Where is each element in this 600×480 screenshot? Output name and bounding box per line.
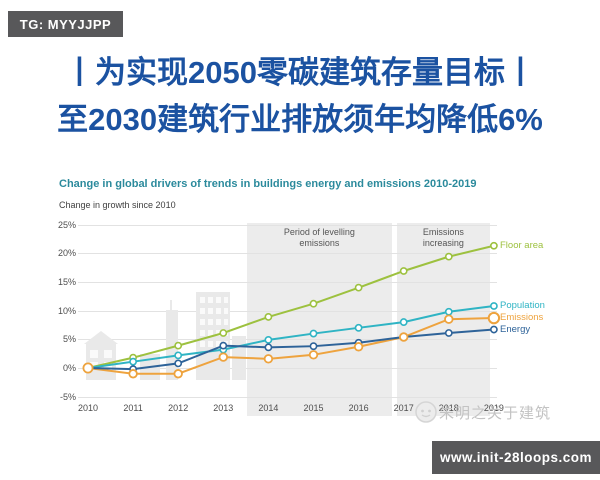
annotation-2: Emissions increasing: [422, 227, 464, 248]
marker-emissions: [173, 369, 183, 379]
marker-emissions: [128, 369, 138, 379]
y-tick-label: 5%: [62, 334, 76, 345]
y-tick-label: 0%: [62, 363, 76, 373]
annotation-1: Period of levelling emissions: [283, 227, 355, 248]
marker-population: [129, 357, 137, 366]
account-watermark: 朱明之关于建筑: [413, 399, 551, 425]
gridline-10pct: [78, 310, 497, 312]
highlight-band-1: [246, 223, 392, 416]
marker-emissions: [487, 311, 501, 325]
marker-population: [489, 302, 498, 310]
headline-line2: 至2030建筑行业排放须年均降低6%: [57, 102, 543, 137]
x-tick-label-2013: 2013: [213, 403, 234, 413]
x-tick-label-2019: 2019: [483, 403, 504, 413]
gridline--5pct: [78, 396, 497, 398]
legend-population: Population: [500, 300, 545, 311]
gridline-25pct: [78, 224, 497, 226]
building-watermark-art: [84, 292, 246, 380]
x-tick-label-2017: 2017: [393, 403, 414, 413]
y-tick-label: 15%: [57, 276, 76, 287]
marker-population: [174, 351, 183, 360]
legend-energy: Energy: [500, 323, 531, 335]
y-tick-label: 25%: [57, 219, 76, 230]
marker-energy: [129, 365, 137, 374]
x-tick-label-2018: 2018: [438, 403, 459, 413]
marker-energy: [489, 325, 498, 334]
marker-floor-area: [489, 241, 498, 250]
marker-energy: [174, 359, 183, 368]
y-tick-label: -5%: [59, 391, 76, 402]
x-tick-label-2011: 2011: [123, 403, 143, 413]
y-tick-label: 10%: [57, 305, 76, 316]
chart-title: Change in global drivers of trends in bu…: [59, 178, 477, 190]
x-tick-label-2014: 2014: [258, 403, 279, 413]
marker-population: [219, 345, 228, 354]
headline-line1: 丨为实现2050零碳建筑存量目标丨: [64, 55, 536, 90]
gridline-20pct: [78, 253, 497, 255]
x-tick-label-2010: 2010: [77, 403, 99, 413]
legend-emissions: Emissions: [500, 312, 544, 324]
marker-floor-area: [174, 341, 183, 350]
website-watermark-badge: www.init-28loops.com: [432, 441, 600, 474]
gridline-5pct: [78, 339, 497, 341]
marker-energy: [219, 341, 228, 350]
marker-floor-area: [219, 329, 228, 337]
account-logo-icon: [415, 401, 437, 423]
chart-y-axis-caption: Change in growth since 2010: [59, 200, 176, 210]
y-tick-label: 20%: [57, 248, 76, 259]
telegram-watermark-badge: TG: MYYJJPP: [8, 11, 123, 37]
legend-floor-area: Floor area: [500, 239, 544, 251]
gridline-15pct: [78, 281, 497, 283]
marker-floor-area: [129, 353, 137, 362]
x-tick-label-2012: 2012: [168, 403, 189, 413]
account-watermark-text: 朱明之关于建筑: [439, 404, 552, 422]
x-tick-label-2015: 2015: [303, 403, 324, 413]
gridline-0pct: [78, 368, 497, 369]
x-tick-label-2016: 2016: [348, 403, 369, 413]
marker-emissions: [218, 352, 228, 362]
highlight-band-2: [396, 223, 490, 416]
